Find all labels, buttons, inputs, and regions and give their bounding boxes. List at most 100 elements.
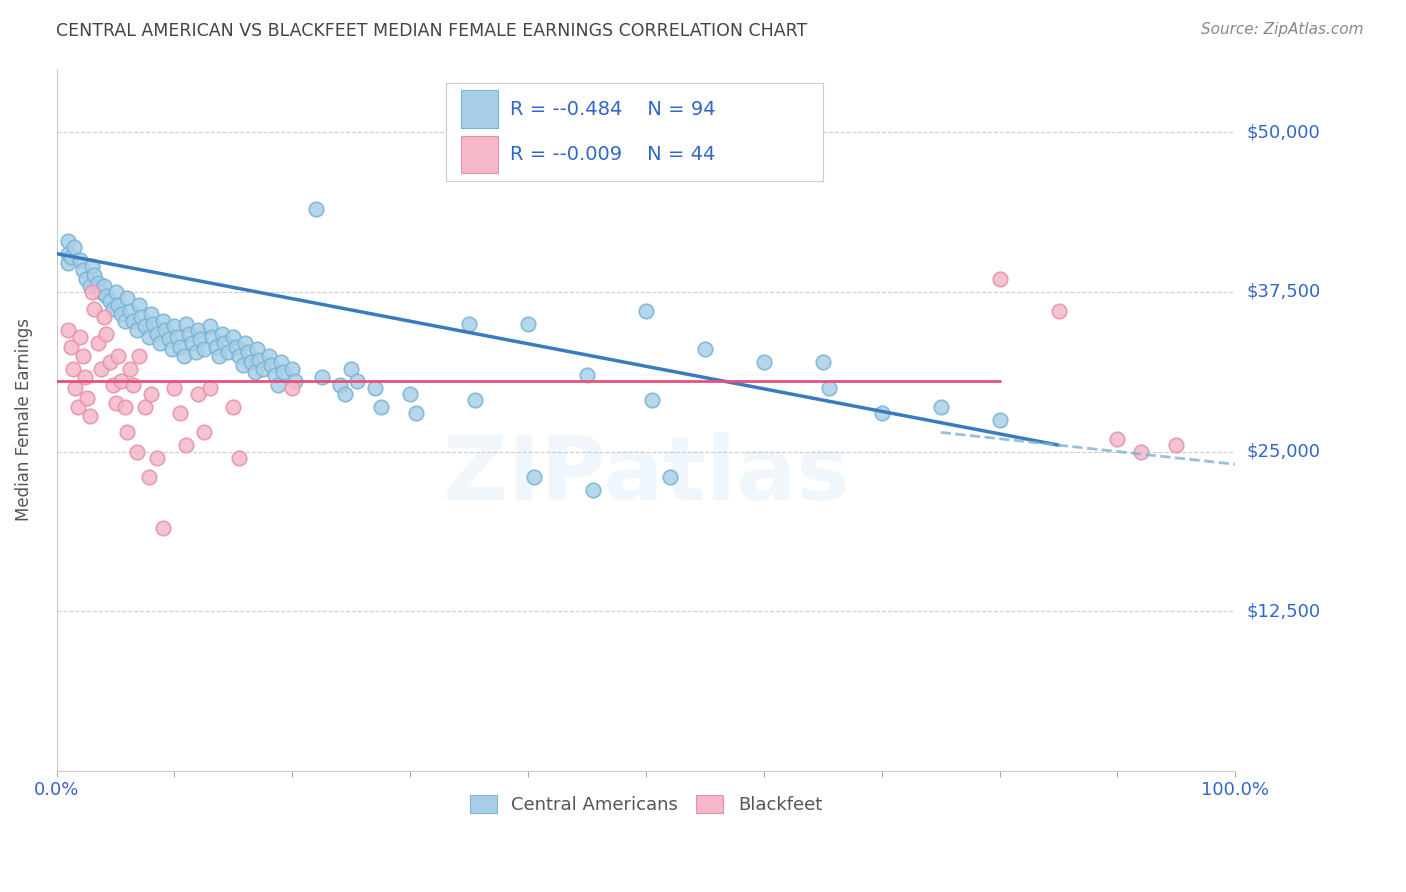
Y-axis label: Median Female Earnings: Median Female Earnings: [15, 318, 32, 521]
Point: [232, 358, 254, 372]
Point: [163, 319, 186, 334]
Point: [222, 400, 245, 414]
Point: [281, 361, 304, 376]
Point: [233, 336, 256, 351]
Point: [243, 365, 266, 379]
Point: [225, 340, 247, 354]
Point: [72, 349, 94, 363]
Point: [58, 255, 80, 269]
Point: [929, 400, 952, 414]
Point: [263, 368, 285, 382]
Point: [634, 304, 657, 318]
Point: [142, 317, 165, 331]
Point: [98, 293, 121, 308]
Point: [1166, 438, 1188, 452]
Point: [58, 323, 80, 337]
Point: [693, 343, 716, 357]
Point: [65, 381, 87, 395]
Point: [76, 391, 98, 405]
Point: [69, 253, 91, 268]
Point: [146, 327, 169, 342]
Point: [236, 345, 259, 359]
Point: [66, 400, 89, 414]
Text: $37,500: $37,500: [1247, 283, 1320, 301]
Point: [817, 381, 839, 395]
Point: [271, 365, 294, 379]
Point: [458, 317, 481, 331]
Point: [83, 268, 105, 283]
Point: [107, 298, 129, 312]
Point: [125, 444, 148, 458]
Point: [267, 378, 290, 392]
Point: [104, 396, 127, 410]
Point: [138, 470, 160, 484]
Text: $50,000: $50,000: [1247, 123, 1320, 141]
Point: [576, 368, 599, 382]
Point: [328, 378, 350, 392]
Point: [87, 336, 110, 351]
Point: [134, 319, 156, 334]
Point: [247, 352, 270, 367]
Text: ZIPatlas: ZIPatlas: [443, 433, 849, 519]
Point: [208, 349, 231, 363]
Point: [146, 450, 169, 465]
Point: [62, 361, 84, 376]
Point: [177, 327, 200, 342]
Point: [103, 378, 125, 392]
Point: [166, 329, 188, 343]
Point: [58, 246, 80, 260]
Point: [187, 323, 209, 337]
Point: [270, 355, 292, 369]
Point: [117, 425, 139, 440]
Point: [281, 381, 304, 395]
Point: [201, 329, 224, 343]
Point: [641, 393, 664, 408]
Point: [122, 378, 145, 392]
Point: [90, 361, 112, 376]
Point: [198, 319, 221, 334]
Point: [128, 298, 150, 312]
Point: [103, 301, 125, 316]
Point: [1047, 304, 1070, 318]
Point: [73, 370, 96, 384]
Point: [114, 400, 136, 414]
Point: [399, 387, 422, 401]
Point: [157, 332, 180, 346]
Point: [190, 332, 212, 346]
Point: [217, 345, 239, 359]
Point: [58, 234, 80, 248]
Point: [364, 381, 387, 395]
Point: [174, 438, 197, 452]
Point: [114, 314, 136, 328]
Point: [311, 370, 333, 384]
Point: [75, 272, 97, 286]
Point: [138, 329, 160, 343]
Point: [181, 336, 204, 351]
Point: [212, 336, 235, 351]
Point: [122, 314, 145, 328]
Point: [228, 349, 250, 363]
Point: [152, 521, 174, 535]
Point: [193, 425, 215, 440]
Point: [517, 317, 540, 331]
Point: [228, 450, 250, 465]
Point: [63, 240, 86, 254]
Point: [752, 355, 775, 369]
Point: [335, 387, 357, 401]
Point: [118, 361, 141, 376]
Point: [169, 340, 191, 354]
Text: $12,500: $12,500: [1247, 602, 1320, 620]
Point: [59, 251, 82, 265]
Text: $25,000: $25,000: [1247, 442, 1320, 460]
Point: [131, 310, 153, 325]
Point: [153, 323, 176, 337]
Point: [80, 285, 103, 299]
Point: [125, 323, 148, 337]
Point: [346, 374, 368, 388]
Point: [69, 329, 91, 343]
Point: [284, 374, 307, 388]
Point: [523, 470, 546, 484]
Point: [117, 291, 139, 305]
Point: [79, 278, 101, 293]
Point: [128, 349, 150, 363]
